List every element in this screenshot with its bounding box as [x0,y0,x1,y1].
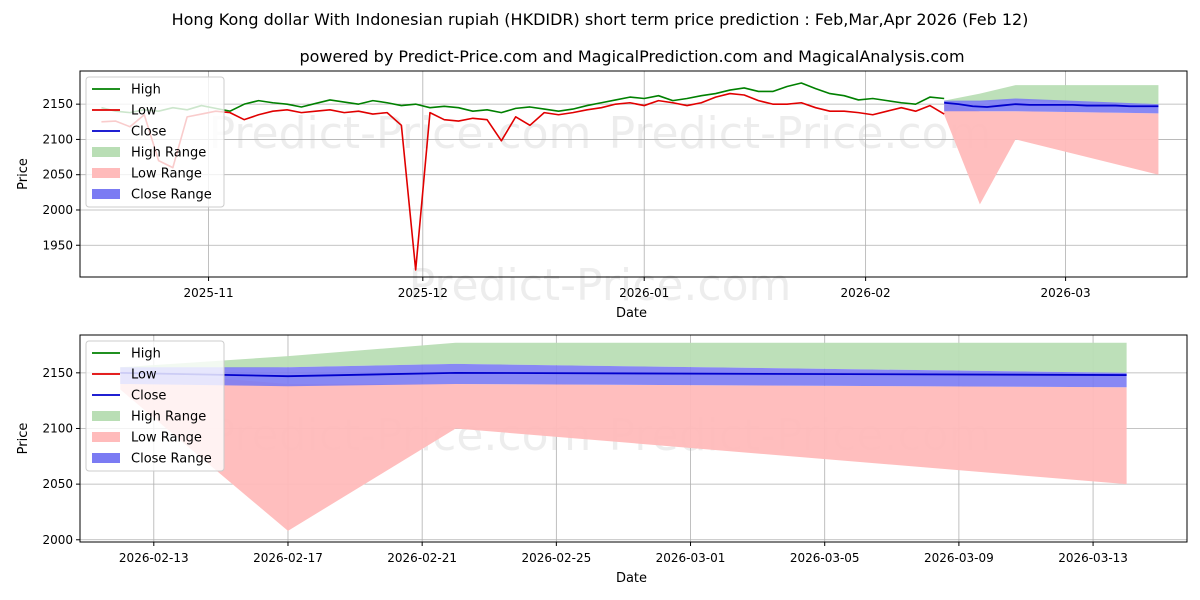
x-tick-label: 2026-02 [841,286,891,300]
legend-label: High Range [131,146,206,161]
x-tick-label: 2026-02-13 [119,551,189,565]
x-tick-label: 2025-11 [183,286,233,300]
x-tick-label: 2026-02-17 [253,551,323,565]
watermark: Predict-Price.com [209,108,592,159]
close-range-band [944,98,1159,114]
x-tick-label: 2026-03-05 [790,551,860,565]
legend-label: Low [131,368,157,383]
legend-label: Close Range [131,452,212,467]
x-tick-label: 2026-03 [1041,286,1091,300]
x-tick-label: 2026-03-13 [1058,551,1128,565]
plot-frame [79,334,1188,543]
high-series-line [101,82,945,114]
x-tick-label: 2026-03-01 [656,551,726,565]
legend-label: Close [131,125,166,140]
history-panel: Predict-Price.com Predict-Price.com Predic… [16,70,1188,321]
y-tick-label: 2000 [42,533,73,547]
y-tick-label: 2150 [42,366,73,380]
legend-label: High Range [131,410,206,425]
legend-label: Low [131,104,157,119]
x-tick-label: 2026-01 [619,286,669,300]
legend-label: Close [131,389,166,404]
x-tick-label: 2026-02-25 [521,551,591,565]
legend-box [85,340,225,472]
legend-swatch-close-range [92,189,120,199]
low-range-band [120,370,1127,531]
y-tick-label: 2050 [42,168,73,182]
legend-swatch-high-range [92,147,120,157]
y-tick-label: 2100 [42,132,73,146]
x-tick-label: 2025-12 [398,286,448,300]
chart-subtitle: powered by Predict-Price.com and Magical… [299,47,964,66]
y-tick-label: 1950 [42,238,73,252]
legend-label: High [131,347,161,362]
y-tick-label: 2000 [42,203,73,217]
close-series-line [944,101,1159,108]
legend-label: Close Range [131,188,212,203]
legend-label: High [131,83,161,98]
watermark: Predict-Price.com [409,260,792,311]
low-range-band [944,102,1159,205]
legend-swatch-high-range [92,411,120,421]
y-axis-label: Price [16,423,31,455]
legend-label: Low Range [131,167,202,182]
x-tick-label: 2026-02-21 [387,551,457,565]
x-axis-label: Date [616,306,647,321]
x-tick-label: 2026-03-09 [924,551,994,565]
legend-label: Low Range [131,431,202,446]
x-axis-label: Date [616,571,647,586]
high-range-band [120,342,1127,373]
legend-box [85,76,225,208]
y-tick-label: 2100 [42,421,73,435]
plot-frame [79,70,1188,278]
forecast-panel: Predict-Price.comPredict-Price.com200020… [16,334,1188,586]
chart-title: Hong Kong dollar With Indonesian rupiah … [172,10,1029,29]
y-tick-label: 2150 [42,97,73,111]
watermark: Predict-Price.com [609,108,992,159]
close-range-band [120,363,1127,388]
legend-swatch-low-range [92,432,120,442]
low-series-line [101,92,945,271]
y-tick-label: 2050 [42,477,73,491]
legend-swatch-close-range [92,453,120,463]
y-axis-label: Price [16,158,31,190]
legend-swatch-low-range [92,168,120,178]
